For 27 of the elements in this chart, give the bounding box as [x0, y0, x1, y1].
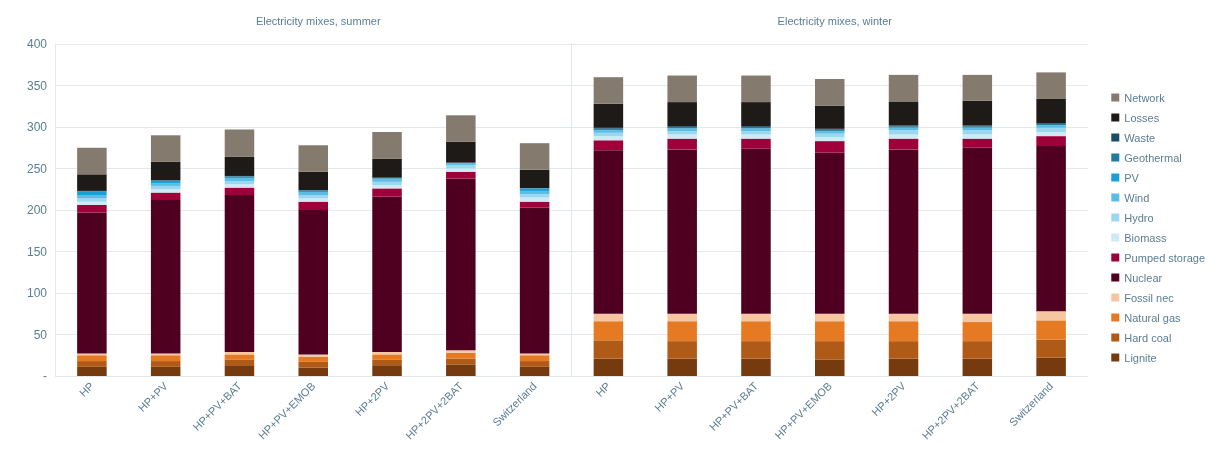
chart-title: Electricity mixes, winter: [777, 14, 893, 27]
legend-label: Network: [1124, 91, 1166, 104]
legend-label: Wind: [1124, 191, 1150, 204]
legend-label: Fossil nec: [1124, 291, 1175, 304]
legend-label: Hydro: [1124, 211, 1154, 224]
legend-label: Losses: [1124, 111, 1160, 124]
chart-title: Electricity mixes, summer: [255, 14, 381, 27]
legend-label: Natural gas: [1124, 311, 1182, 324]
legend-label: Geothermal: [1124, 151, 1182, 164]
legend-label: Waste: [1124, 131, 1156, 144]
y-tick-label: 150: [26, 244, 48, 259]
y-tick-label: 250: [26, 161, 48, 176]
x-tick-label: HP: [76, 379, 97, 400]
x-tick-label: HP: [593, 379, 613, 400]
y-tick-label: 200: [26, 203, 48, 217]
legend-label: Hard coal: [1124, 331, 1172, 344]
legend-label: PV: [1124, 171, 1140, 184]
y-tick-label: -: [43, 369, 47, 383]
y-tick-label: 350: [26, 78, 48, 93]
y-tick-label: 300: [26, 120, 48, 134]
legend-label: Pumped storage: [1124, 251, 1205, 264]
y-tick-label: 50: [33, 327, 48, 342]
y-tick-label: 100: [26, 286, 48, 300]
legend-label: Nuclear: [1124, 271, 1163, 284]
legend-label: Biomass: [1124, 231, 1167, 244]
legend-label: Lignite: [1124, 351, 1157, 364]
y-tick-label: 400: [26, 37, 48, 51]
